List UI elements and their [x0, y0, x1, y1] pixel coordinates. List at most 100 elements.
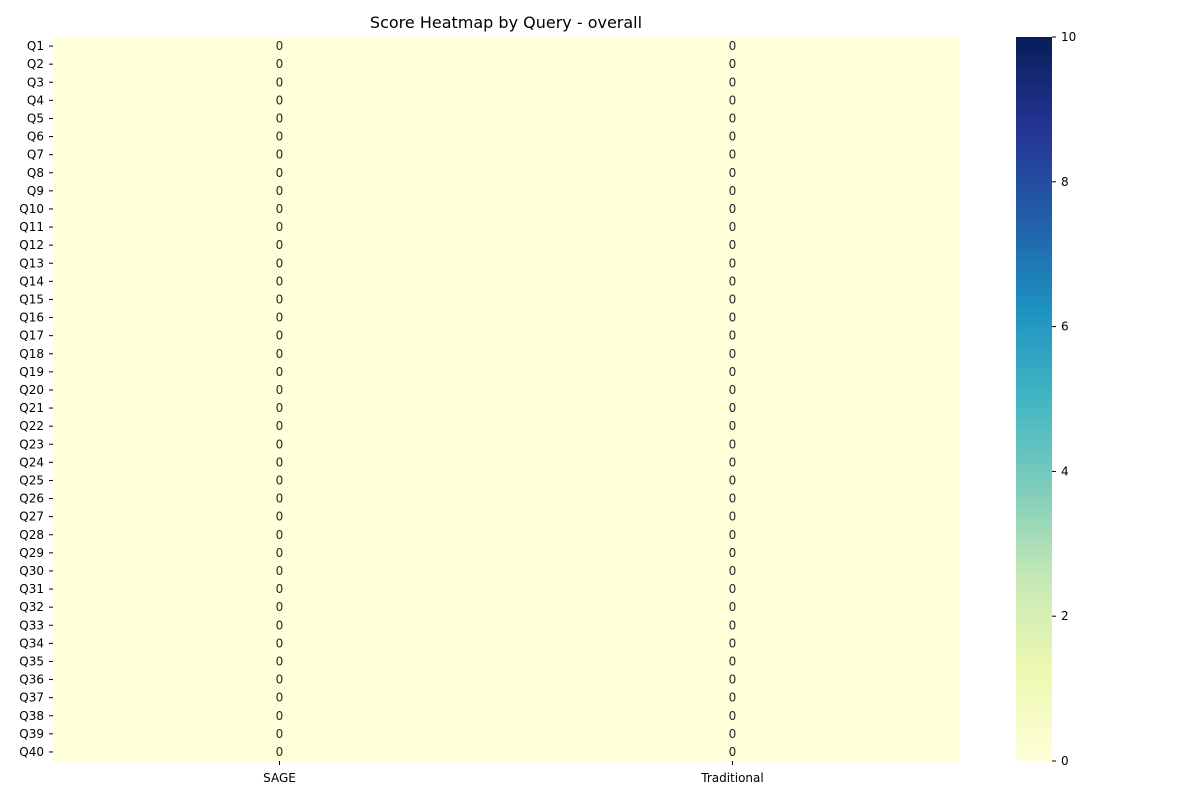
heatmap-cell: [53, 561, 507, 581]
heatmap-cell: [53, 580, 507, 599]
heatmap-cell: [506, 254, 960, 273]
cell-value-label: 0: [729, 292, 737, 306]
cell-value-label: 0: [729, 510, 737, 524]
y-tick-label: Q1: [27, 39, 44, 53]
cell-value-label: 0: [729, 365, 737, 379]
heatmap-cell: [53, 489, 507, 509]
heatmap-cell: [53, 163, 507, 183]
heatmap-cell: [53, 706, 507, 726]
heatmap-cell: [53, 471, 507, 490]
y-tick-label: Q22: [19, 419, 44, 433]
cell-value-label: 0: [729, 75, 737, 89]
heatmap-cell: [506, 344, 960, 364]
y-tick-label: Q2: [27, 57, 44, 71]
cell-value-label: 0: [276, 673, 284, 687]
heatmap-cell: [53, 634, 507, 653]
heatmap-cell: [506, 272, 960, 291]
heatmap-cell: [506, 91, 960, 110]
cell-value-label: 0: [276, 238, 284, 252]
cell-value-label: 0: [729, 274, 737, 288]
heatmap-cell: [506, 362, 960, 382]
cell-value-label: 0: [729, 111, 737, 125]
heatmap-cell: [53, 181, 507, 201]
cell-value-label: 0: [276, 57, 284, 71]
heatmap-cell: [506, 380, 960, 400]
cell-value-label: 0: [276, 166, 284, 180]
cell-value-label: 0: [729, 383, 737, 397]
heatmap-cell: [506, 399, 960, 418]
heatmap-cell: [53, 199, 507, 219]
heatmap-cell: [53, 127, 507, 147]
cell-value-label: 0: [729, 148, 737, 162]
heatmap-cell: [506, 598, 960, 617]
heatmap-cell: [506, 742, 960, 762]
heatmap-cell: [53, 399, 507, 418]
cell-value-label: 0: [276, 745, 284, 759]
cell-value-label: 0: [729, 419, 737, 433]
chart-title: Score Heatmap by Query - overall: [370, 13, 642, 32]
cell-value-label: 0: [729, 727, 737, 741]
heatmap-cell: [506, 543, 960, 563]
cell-value-label: 0: [276, 510, 284, 524]
heatmap-cell: [53, 37, 507, 56]
cell-value-label: 0: [729, 130, 737, 144]
heatmap-cells: [53, 37, 960, 762]
y-tick-label: Q34: [19, 636, 44, 650]
cell-value-label: 0: [276, 202, 284, 216]
y-tick-label: Q3: [27, 75, 44, 89]
y-tick-label: Q36: [19, 673, 44, 687]
cell-value-label: 0: [276, 311, 284, 325]
y-tick-label: Q10: [19, 202, 44, 216]
y-tick-label: Q37: [19, 691, 44, 705]
colorbar-gradient: [1016, 37, 1052, 761]
heatmap-cell: [53, 742, 507, 762]
heatmap-cell: [53, 218, 507, 237]
y-tick-label: Q39: [19, 727, 44, 741]
heatmap-cell: [506, 652, 960, 671]
heatmap-cell: [53, 616, 507, 635]
cell-value-label: 0: [729, 166, 737, 180]
cell-value-label: 0: [276, 365, 284, 379]
y-tick-label: Q33: [19, 618, 44, 632]
y-tick-label: Q19: [19, 365, 44, 379]
heatmap-cell: [53, 543, 507, 563]
colorbar-tick-label: 4: [1061, 464, 1069, 478]
y-tick-label: Q6: [27, 130, 44, 144]
cell-value-label: 0: [276, 618, 284, 632]
y-tick-label: Q5: [27, 111, 44, 125]
cell-value-label: 0: [276, 130, 284, 144]
heatmap-cell: [53, 362, 507, 382]
cell-value-label: 0: [276, 582, 284, 596]
cell-value-label: 0: [276, 184, 284, 198]
heatmap-cell: [506, 471, 960, 490]
heatmap-cell: [506, 236, 960, 255]
heatmap-cell: [506, 37, 960, 56]
cell-value-label: 0: [276, 256, 284, 270]
cell-value-label: 0: [729, 528, 737, 542]
cell-value-label: 0: [276, 492, 284, 506]
y-tick-label: Q32: [19, 600, 44, 614]
y-tick-label: Q16: [19, 311, 44, 325]
heatmap-cell: [506, 218, 960, 237]
colorbar: 0 2 4 6 8 10: [1016, 30, 1076, 768]
y-tick-label: Q35: [19, 654, 44, 668]
heatmap-cell: [506, 634, 960, 653]
colorbar-tick-label: 2: [1061, 609, 1069, 623]
cell-value-label: 0: [276, 329, 284, 343]
cell-value-label: 0: [276, 636, 284, 650]
heatmap-cell: [53, 290, 507, 309]
cell-value-label: 0: [276, 564, 284, 578]
heatmap-cell: [53, 73, 507, 92]
cell-value-label: 0: [276, 473, 284, 487]
heatmap-cell: [506, 561, 960, 581]
heatmap-cell: [53, 254, 507, 273]
cell-value-label: 0: [729, 600, 737, 614]
colorbar-tick-label: 0: [1061, 754, 1069, 768]
cell-value-label: 0: [276, 600, 284, 614]
cell-value-label: 0: [276, 75, 284, 89]
cell-value-label: 0: [729, 492, 737, 506]
y-tick-label: Q31: [19, 582, 44, 596]
cell-value-label: 0: [276, 111, 284, 125]
heatmap-cell: [53, 435, 507, 454]
